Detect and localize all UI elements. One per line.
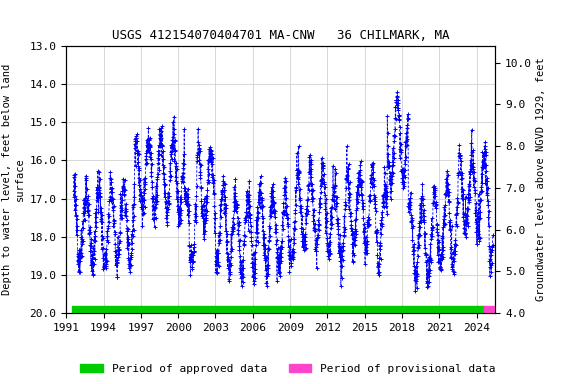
Title: USGS 412154070404701 MA-CNW   36 CHILMARK, MA: USGS 412154070404701 MA-CNW 36 CHILMARK,… <box>112 29 449 42</box>
Y-axis label: Depth to water level, feet below land
surface: Depth to water level, feet below land su… <box>2 64 25 295</box>
Y-axis label: Groundwater level above NGVD 1929, feet: Groundwater level above NGVD 1929, feet <box>536 58 546 301</box>
Legend: Period of approved data, Period of provisional data: Period of approved data, Period of provi… <box>76 359 500 379</box>
